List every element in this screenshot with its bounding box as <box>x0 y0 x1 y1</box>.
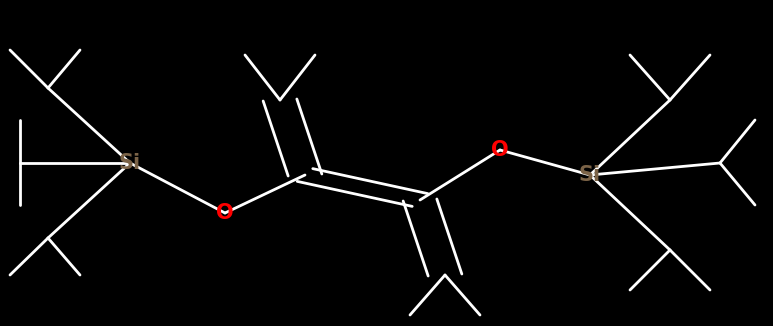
Text: Si: Si <box>119 153 141 173</box>
Text: O: O <box>216 203 233 223</box>
Text: Si: Si <box>579 165 601 185</box>
Text: O: O <box>491 140 509 160</box>
